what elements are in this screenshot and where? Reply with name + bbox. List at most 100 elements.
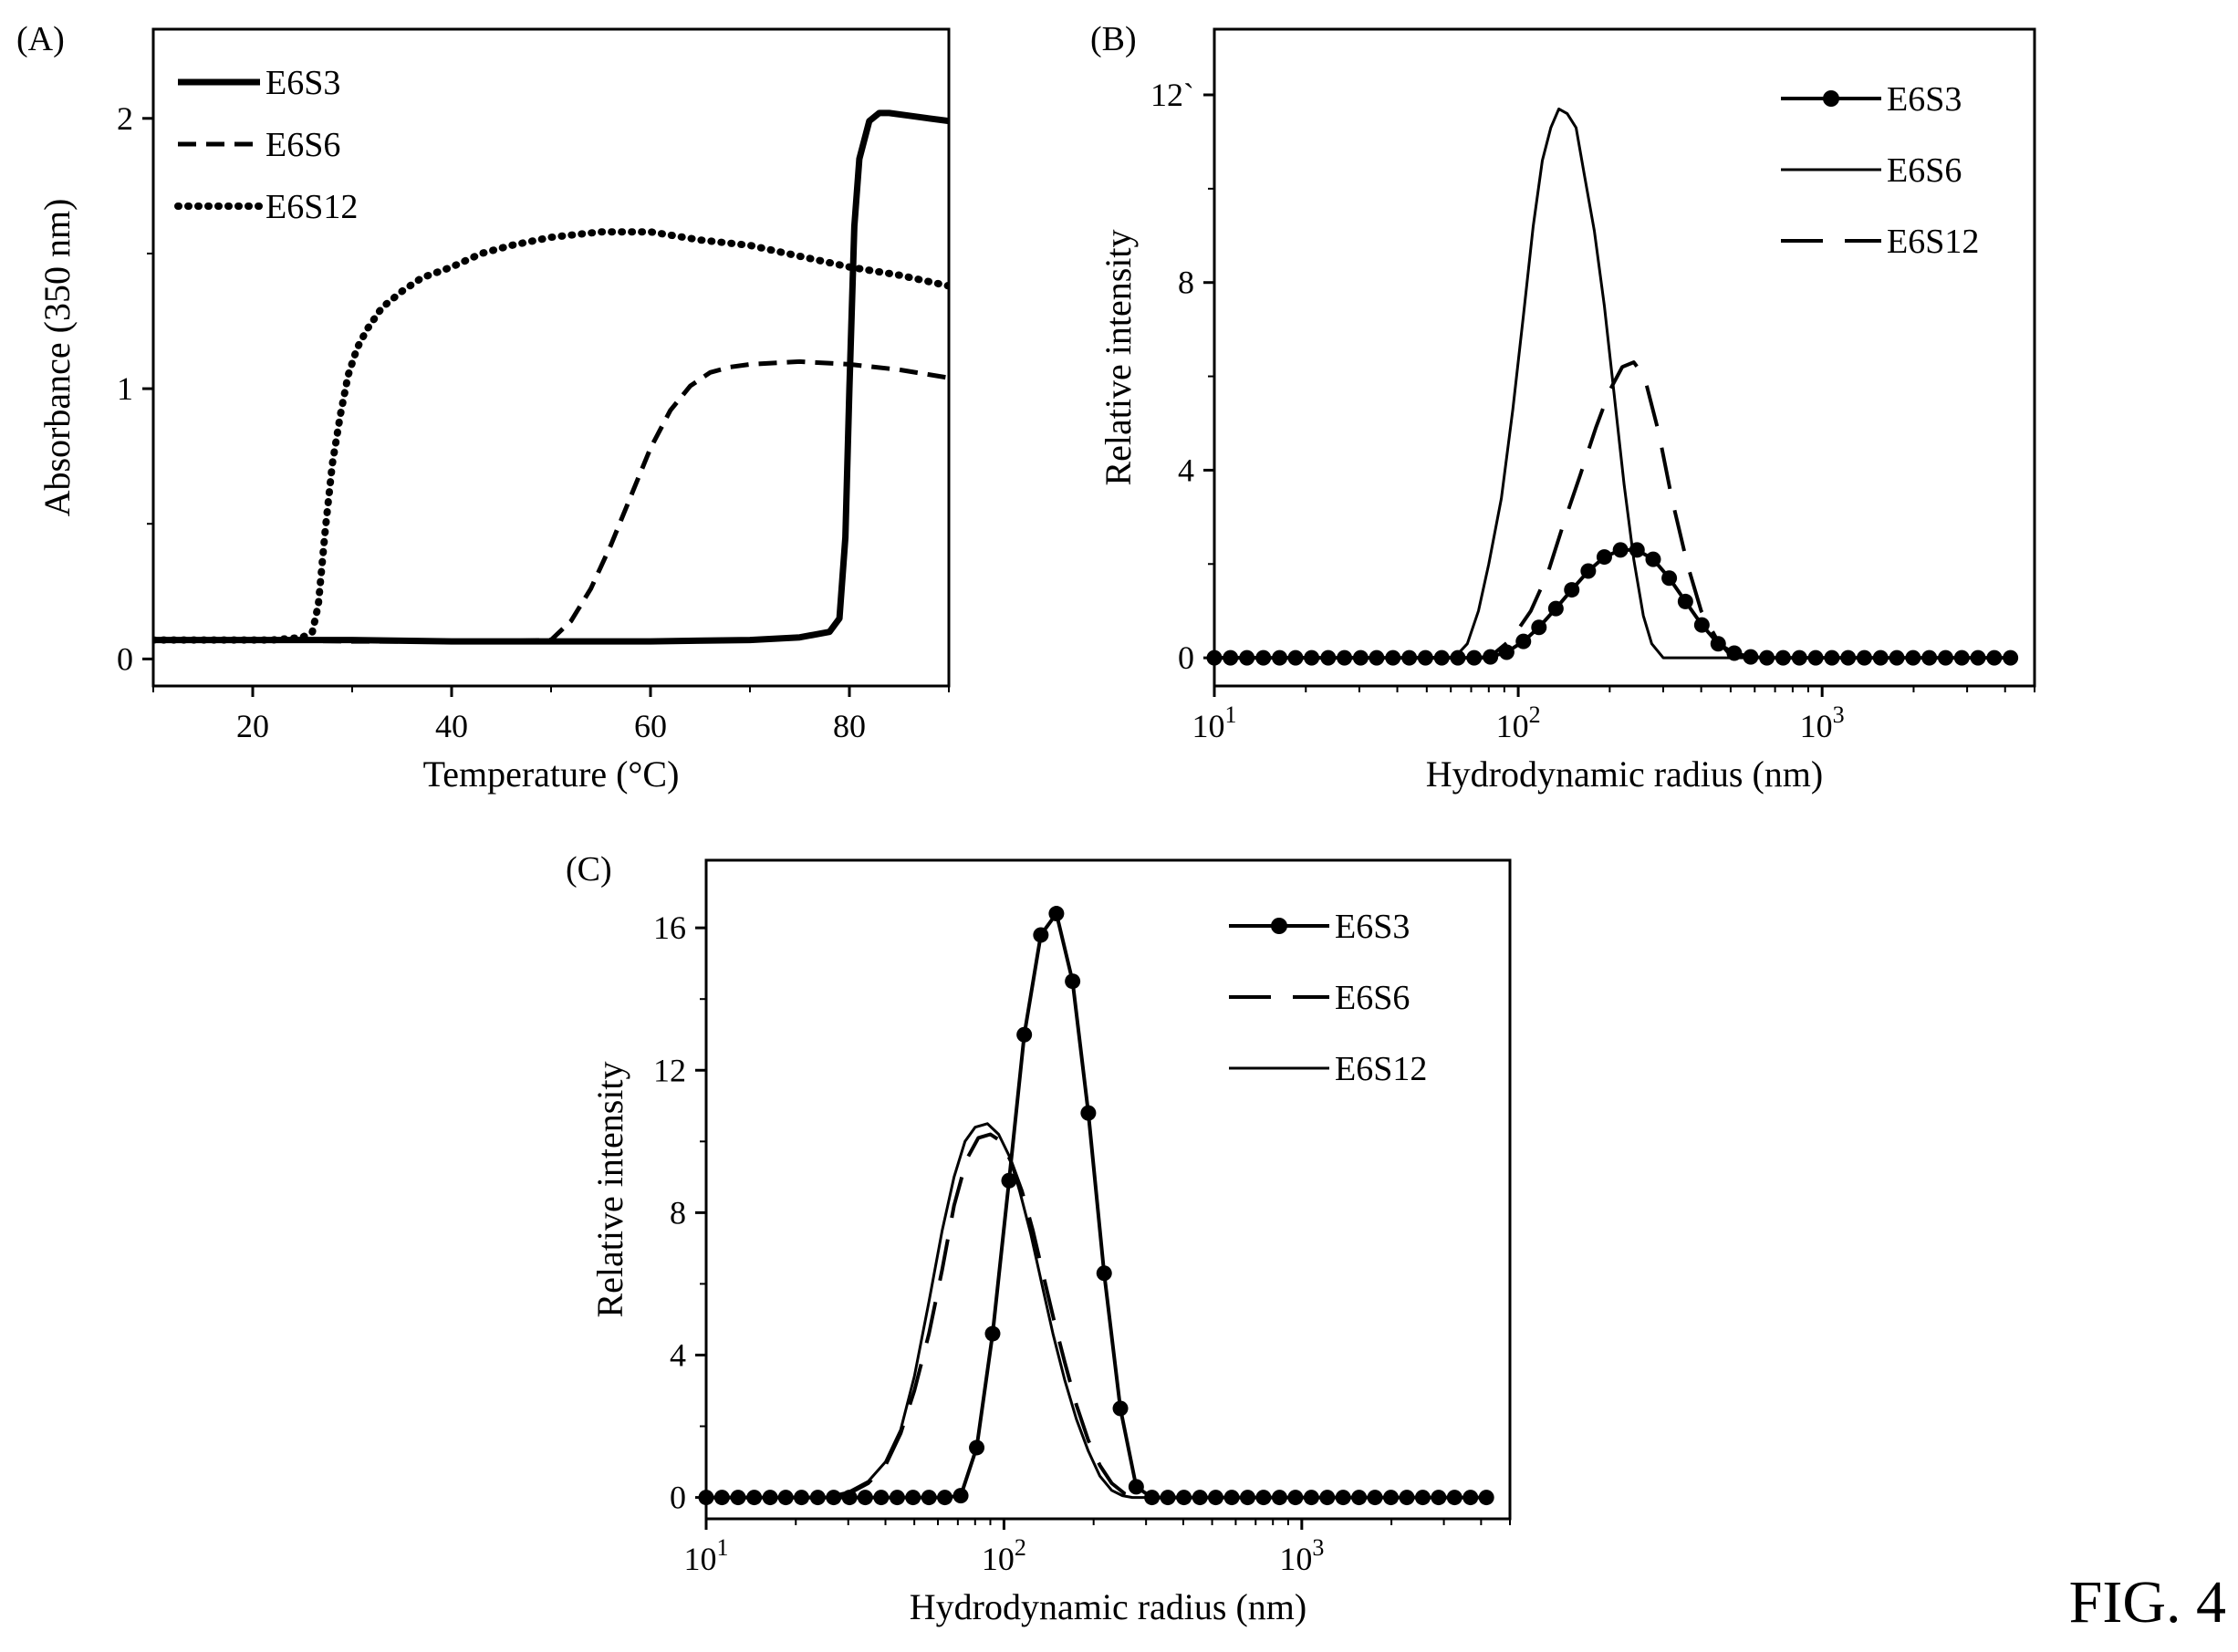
- data-point-e6s3: [1905, 649, 1921, 666]
- data-point-e6s3: [1807, 649, 1824, 666]
- data-point-e6s3: [1970, 649, 1986, 666]
- data-point-e6s3: [1596, 549, 1612, 566]
- legend-marker-e6s3: [1271, 918, 1287, 934]
- data-point-e6s3: [1446, 1490, 1463, 1506]
- plot-frame: [1213, 27, 2036, 688]
- legend-label-e6s6: E6S6: [1887, 151, 1962, 190]
- y-tick-label: 12: [653, 1052, 686, 1088]
- data-point-e6s3: [889, 1490, 905, 1506]
- x-tick-label: 101: [1192, 701, 1237, 744]
- y-axis-title: Relative intensity: [1098, 229, 1139, 485]
- data-point-e6s3: [873, 1490, 890, 1506]
- data-point-e6s3: [1824, 649, 1840, 666]
- x-tick-label: 103: [1279, 1534, 1324, 1577]
- data-point-e6s3: [1693, 617, 1710, 633]
- data-point-e6s3: [1661, 570, 1678, 587]
- panel-label: (B): [1090, 20, 1137, 58]
- data-point-e6s3: [1128, 1479, 1144, 1495]
- data-point-e6s3: [1645, 551, 1661, 567]
- y-axis-title: Absorbance (350 nm): [36, 199, 78, 517]
- data-point-e6s3: [1531, 619, 1547, 636]
- x-tick-base: 10: [684, 1541, 717, 1577]
- series-line-e6s12: [153, 228, 949, 644]
- x-tick-exponent: 2: [1015, 1534, 1026, 1561]
- data-point-e6s3: [1775, 649, 1791, 666]
- legend-label-e6s6: E6S6: [1335, 979, 1410, 1017]
- data-point-e6s3: [1223, 1490, 1240, 1506]
- x-tick-exponent: 1: [1225, 701, 1237, 728]
- x-tick-label: 103: [1800, 701, 1845, 744]
- data-point-e6s3: [1016, 1026, 1033, 1043]
- data-point-e6s3: [1033, 927, 1049, 943]
- x-tick-base: 10: [1496, 708, 1529, 744]
- data-point-e6s3: [1351, 1490, 1368, 1506]
- x-tick-label: 101: [684, 1534, 729, 1577]
- x-tick-label: 80: [833, 708, 866, 744]
- x-tick-base: 10: [1279, 1541, 1312, 1577]
- data-point-e6s3: [1612, 542, 1629, 558]
- data-point-e6s3: [1080, 1105, 1097, 1121]
- panel-label: (C): [566, 850, 612, 888]
- data-point-e6s3: [1937, 649, 1953, 666]
- x-tick-exponent: 3: [1833, 701, 1845, 728]
- data-point-e6s3: [1580, 563, 1597, 579]
- y-tick-label: 4: [1178, 452, 1194, 488]
- data-point-e6s3: [1889, 649, 1905, 666]
- y-tick-label: 0: [117, 640, 133, 677]
- data-point-e6s3: [1921, 649, 1938, 666]
- x-tick-base: 10: [1192, 708, 1225, 744]
- data-point-e6s3: [1335, 1490, 1351, 1506]
- x-tick-label: 102: [982, 1534, 1026, 1577]
- data-point-e6s3: [1048, 906, 1065, 922]
- x-tick-label: 40: [435, 708, 468, 744]
- series-line-e6s12: [706, 1122, 1213, 1500]
- data-point-e6s3: [984, 1325, 1001, 1342]
- x-tick-exponent: 1: [717, 1534, 729, 1561]
- y-tick-label: 4: [670, 1336, 686, 1373]
- data-point-e6s3: [1001, 1172, 1017, 1189]
- y-tick-label: 16: [653, 909, 686, 946]
- x-tick-exponent: 3: [1312, 1534, 1324, 1561]
- figure-label: FIG. 4: [2069, 1569, 2226, 1636]
- data-point-e6s3: [1399, 1490, 1415, 1506]
- x-tick-base: 10: [1800, 708, 1833, 744]
- data-point-e6s3: [1065, 973, 1081, 990]
- series-line-e6s3: [1214, 547, 2011, 660]
- y-tick-label: 0: [670, 1480, 686, 1516]
- series-line-e6s12: [1214, 360, 1746, 660]
- panel-label: (A): [16, 20, 65, 58]
- data-point-e6s3: [1207, 1490, 1223, 1506]
- y-tick-label: 12`: [1150, 77, 1194, 113]
- y-axis-title: Relative intensity: [589, 1061, 630, 1317]
- data-point-e6s3: [1677, 593, 1693, 609]
- data-point-e6s3: [1856, 649, 1872, 666]
- x-tick-label: 20: [236, 708, 269, 744]
- legend-label-e6s12: E6S12: [265, 188, 358, 226]
- legend-label-e6s3: E6S3: [265, 64, 340, 102]
- legend-label-e6s6: E6S6: [265, 126, 340, 164]
- x-tick-base: 10: [982, 1541, 1015, 1577]
- series-line-e6s6: [1214, 107, 1755, 660]
- data-point-e6s3: [1547, 600, 1564, 617]
- plot-frame: [704, 858, 1512, 1521]
- data-point-e6s3: [1840, 649, 1857, 666]
- y-tick-label: 8: [1178, 265, 1194, 301]
- panel-a-chart: (A) 20 40 60 80 0 1 2 Temperature (°C) Absorbance…: [16, 20, 951, 795]
- data-point-e6s3: [1463, 1490, 1479, 1506]
- data-point-e6s3: [1319, 1490, 1336, 1506]
- data-point-e6s3: [1478, 1490, 1494, 1506]
- data-point-e6s3: [1271, 1490, 1287, 1506]
- data-point-e6s3: [857, 1490, 873, 1506]
- y-tick-label: 2: [117, 100, 133, 137]
- data-point-e6s3: [1287, 1490, 1304, 1506]
- x-axis-title: Temperature (°C): [423, 753, 680, 795]
- legend-label-e6s3: E6S3: [1887, 80, 1962, 119]
- data-point-e6s3: [1986, 649, 2003, 666]
- data-point-e6s3: [2003, 649, 2019, 666]
- data-point-e6s3: [1383, 1490, 1400, 1506]
- series-line-e6s6: [153, 358, 949, 644]
- legend-label-e6s3: E6S3: [1335, 908, 1410, 946]
